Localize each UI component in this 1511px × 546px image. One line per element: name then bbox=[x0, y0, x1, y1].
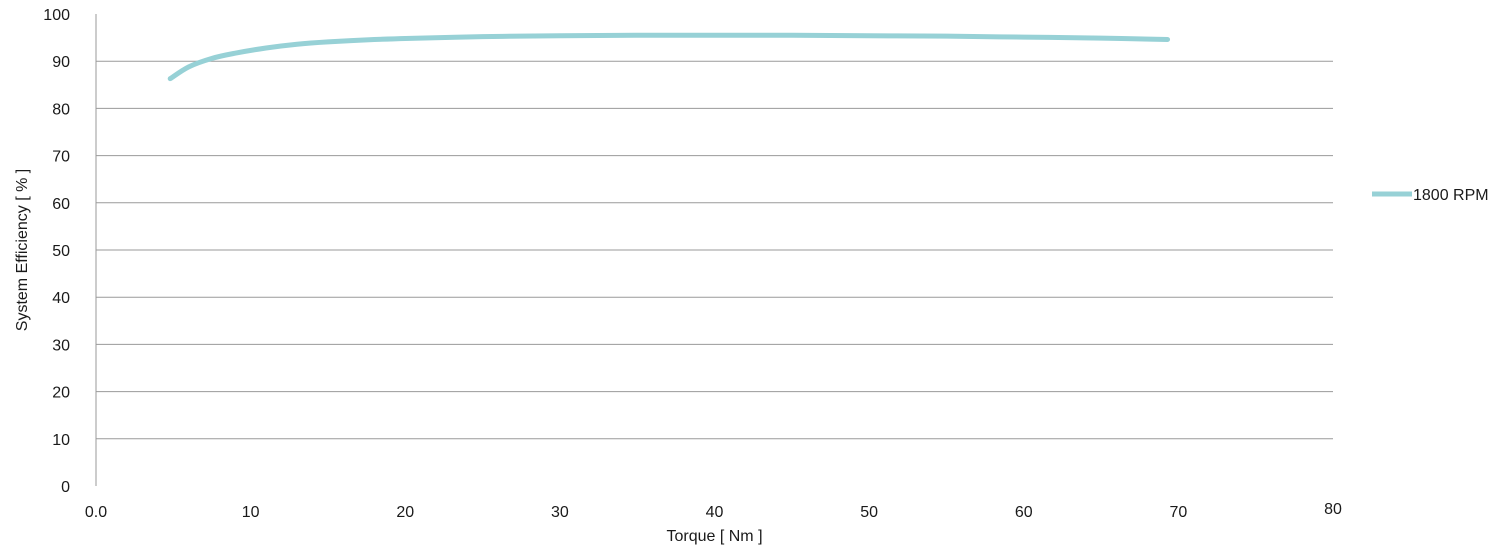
y-tick-label: 50 bbox=[52, 243, 70, 260]
legend: 1800 RPM bbox=[1372, 187, 1489, 204]
y-axis-title: System Efficiency [ % ] bbox=[14, 169, 31, 331]
x-tick-label: 70 bbox=[1169, 504, 1187, 521]
x-tick-label: 60 bbox=[1015, 504, 1033, 521]
y-tick-label: 0 bbox=[61, 479, 70, 496]
y-tick-label: 70 bbox=[52, 149, 70, 166]
y-tick-label: 10 bbox=[52, 432, 70, 449]
x-tick-label: 20 bbox=[396, 504, 414, 521]
y-tick-label: 40 bbox=[52, 290, 70, 307]
y-tick-label: 80 bbox=[52, 101, 70, 118]
x-tick-label: 50 bbox=[860, 504, 878, 521]
x-tick-label: 40 bbox=[706, 504, 724, 521]
y-tick-label: 20 bbox=[52, 385, 70, 402]
y-tick-label: 90 bbox=[52, 54, 70, 71]
legend-label: 1800 RPM bbox=[1413, 187, 1489, 204]
y-axis-ticks: 0 10 20 30 40 50 60 70 80 90 100 bbox=[43, 7, 70, 496]
series-line-0 bbox=[167, 32, 1171, 82]
x-tick-label: 0.0 bbox=[85, 504, 107, 521]
y-tick-label: 100 bbox=[43, 7, 70, 24]
series-lines bbox=[167, 32, 1171, 82]
y-tick-label: 30 bbox=[52, 337, 70, 354]
x-tick-label: 10 bbox=[242, 504, 260, 521]
x-axis-title: Torque [ Nm ] bbox=[666, 528, 762, 545]
y-tick-label: 60 bbox=[52, 196, 70, 213]
x-tick-label: 80 bbox=[1324, 501, 1342, 518]
x-tick-label: 30 bbox=[551, 504, 569, 521]
x-axis-ticks: 0.0 10 20 30 40 50 60 70 80 bbox=[85, 501, 1342, 521]
gridlines bbox=[96, 60, 1333, 440]
